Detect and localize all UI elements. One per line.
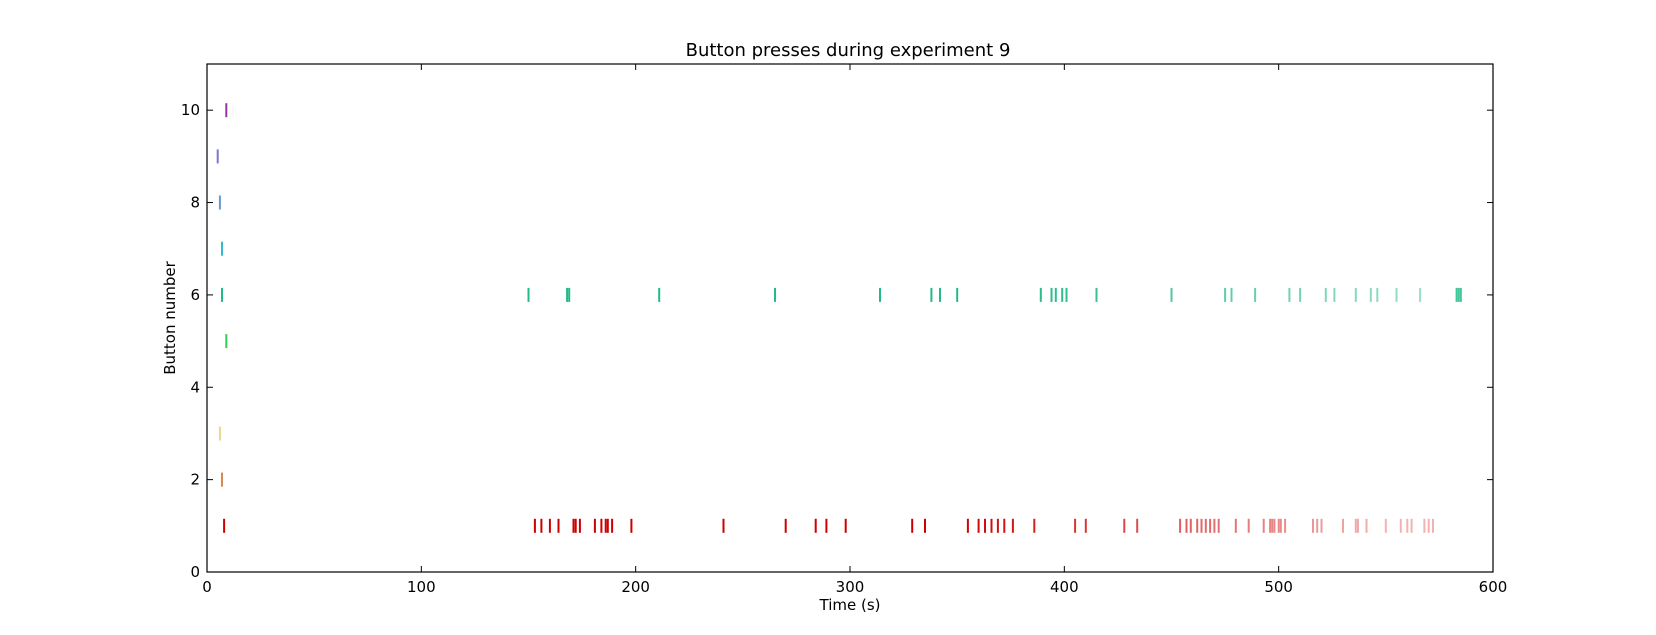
ticks-layer: 0 100 200 300 400 500 600 0 2 4 6 8 10 <box>181 64 1507 596</box>
y-axis-title: Button number <box>161 260 179 374</box>
x-tick-label: 0 <box>202 578 212 596</box>
series-button-1 <box>223 518 1434 533</box>
x-tick-label: 300 <box>836 578 865 596</box>
x-tick-label: 600 <box>1479 578 1508 596</box>
marks-layer <box>216 103 1462 533</box>
x-tick-label: 200 <box>621 578 650 596</box>
y-tick-label: 4 <box>190 378 200 396</box>
x-axis-title: Time (s) <box>819 596 881 614</box>
y-tick-label: 10 <box>181 101 200 119</box>
y-tick-label: 8 <box>190 194 200 212</box>
x-tick-label: 100 <box>407 578 436 596</box>
y-tick-label: 2 <box>190 471 200 489</box>
plot-frame <box>206 63 1494 573</box>
x-tick-label: 500 <box>1264 578 1293 596</box>
x-tick-label: 400 <box>1050 578 1079 596</box>
chart-title: Button presses during experiment 9 <box>686 40 1011 61</box>
y-tick-label: 6 <box>190 286 200 304</box>
y-tick-label: 0 <box>190 563 200 581</box>
series-button-6 <box>221 287 1462 302</box>
